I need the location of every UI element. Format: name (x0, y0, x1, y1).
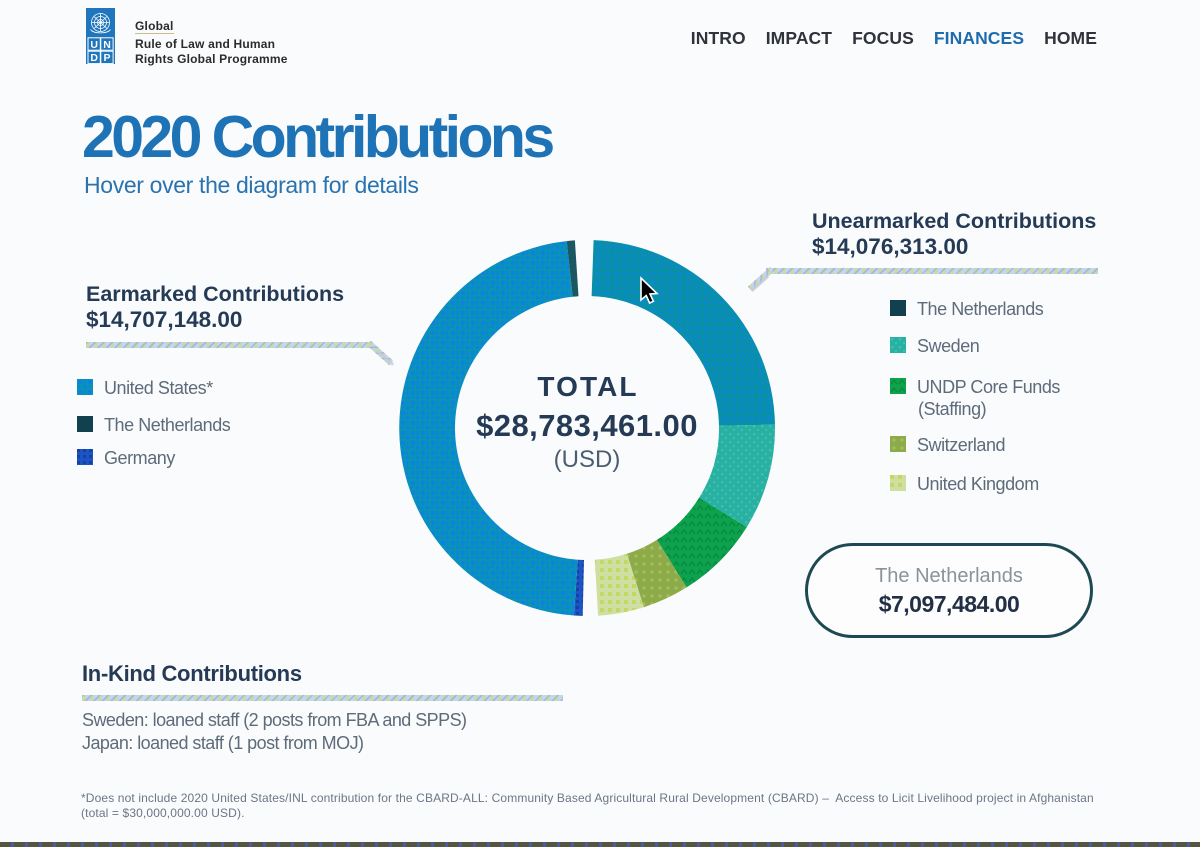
svg-text:U: U (90, 39, 98, 51)
svg-text:N: N (103, 39, 111, 51)
svg-text:P: P (103, 52, 110, 64)
svg-text:D: D (90, 52, 98, 64)
